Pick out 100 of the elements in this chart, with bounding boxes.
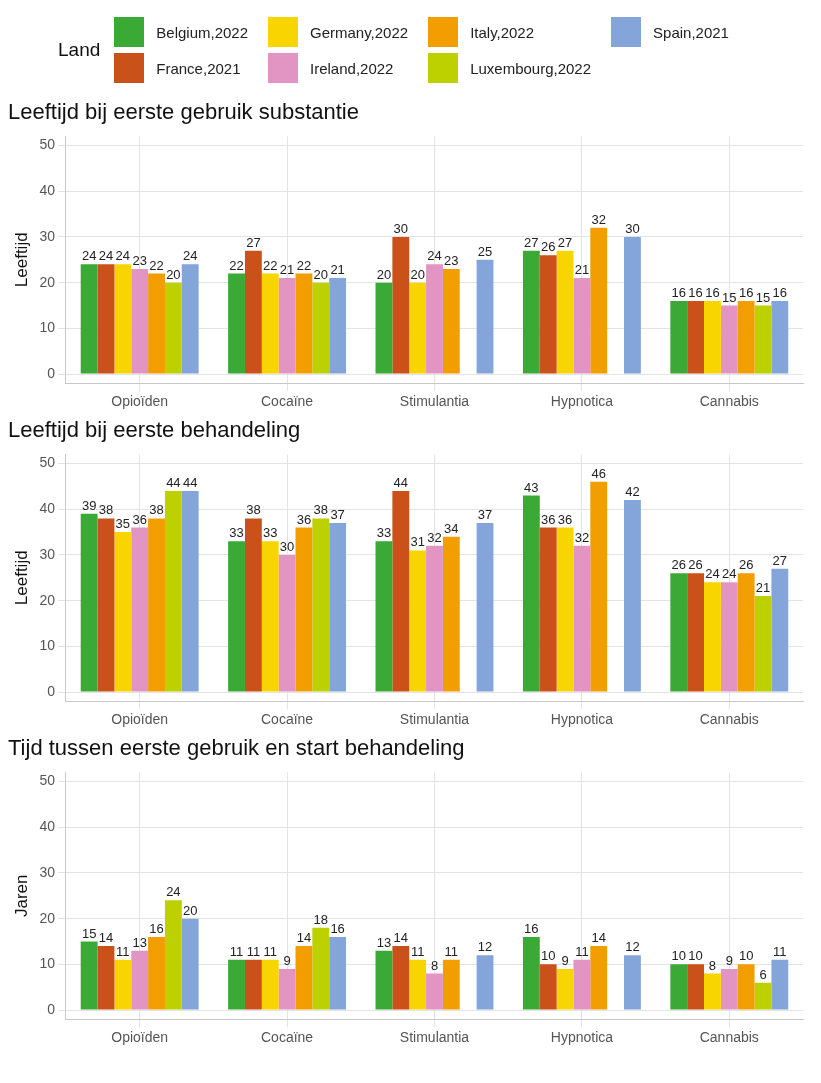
x-tick-label: Cannabis — [699, 711, 759, 728]
data-label: 27 — [772, 552, 788, 568]
data-label: 20 — [313, 266, 329, 282]
data-label: 22 — [296, 257, 312, 273]
data-label: 36 — [557, 511, 573, 527]
data-label: 44 — [166, 475, 181, 491]
bar — [228, 541, 245, 692]
bar — [228, 959, 245, 1010]
data-label: 32 — [427, 529, 442, 545]
y-tick-label: 30 — [39, 545, 56, 562]
data-label: 31 — [410, 534, 425, 550]
x-tick-label: Stimulantia — [399, 393, 470, 410]
y-tick-label: 10 — [39, 319, 56, 336]
legend-label: Ireland,2022 — [310, 59, 394, 77]
legend-label: Spain,2021 — [653, 23, 729, 41]
bar — [590, 481, 608, 692]
y-tick-label: 50 — [39, 136, 56, 153]
data-label: 24 — [166, 884, 181, 900]
data-label: 18 — [313, 911, 329, 927]
y-tick-label: 40 — [39, 818, 56, 835]
bar — [295, 273, 313, 374]
bar — [556, 968, 574, 1010]
bar — [624, 236, 641, 374]
bar — [522, 495, 540, 692]
data-label: 37 — [477, 507, 493, 523]
data-label: 26 — [738, 557, 754, 573]
bar — [754, 305, 772, 374]
bar — [573, 278, 591, 374]
bar — [114, 264, 132, 374]
bar — [148, 936, 165, 1010]
bar — [737, 300, 755, 374]
y-tick-label: 50 — [39, 454, 56, 471]
data-label: 24 — [98, 248, 114, 264]
y-tick-label: 0 — [47, 364, 56, 381]
y-tick-label: 0 — [47, 1000, 56, 1017]
data-label: 24 — [722, 566, 737, 582]
data-label: 36 — [296, 511, 312, 527]
data-label: 33 — [263, 525, 278, 541]
legend-label: France,2021 — [156, 59, 241, 77]
data-label: 11 — [246, 943, 261, 959]
bar — [539, 964, 557, 1010]
bar — [148, 518, 165, 692]
data-label: 10 — [540, 948, 556, 964]
bar — [228, 273, 245, 374]
data-label: 11 — [410, 943, 425, 959]
bar — [771, 959, 789, 1010]
bar — [522, 936, 540, 1010]
data-label: 11 — [773, 943, 787, 959]
y-tick-label: 0 — [47, 682, 56, 699]
data-label: 10 — [688, 948, 703, 964]
bar — [771, 300, 789, 374]
data-label: 46 — [591, 465, 606, 481]
data-label: 33 — [229, 525, 244, 541]
data-label: 21 — [330, 262, 345, 278]
bar — [114, 959, 132, 1010]
y-tick-label: 20 — [39, 909, 56, 926]
bar — [295, 946, 313, 1010]
bar — [442, 268, 460, 374]
bar — [737, 964, 755, 1010]
bar — [80, 264, 98, 374]
bar — [539, 255, 557, 374]
data-label: 11 — [444, 943, 459, 959]
bar — [131, 950, 149, 1010]
x-tick-label: Hypnotica — [550, 393, 614, 410]
bar — [426, 973, 443, 1010]
bar — [244, 250, 262, 374]
data-label: 20 — [376, 266, 392, 282]
data-label: 20 — [182, 902, 198, 918]
bar — [409, 959, 427, 1010]
bar — [278, 278, 296, 374]
bar — [476, 259, 494, 374]
bar — [80, 513, 98, 692]
chart-title: Tijd tussen eerste gebruik en start behandeling — [8, 735, 465, 761]
data-label: 44 — [182, 475, 198, 491]
bar — [426, 545, 443, 692]
bar — [261, 273, 279, 374]
bar — [556, 527, 574, 692]
data-label: 16 — [705, 285, 720, 301]
data-label: 16 — [330, 921, 345, 937]
bar — [590, 946, 608, 1010]
bar — [181, 490, 199, 692]
data-label: 44 — [393, 475, 409, 491]
data-label: 15 — [81, 925, 97, 941]
bar — [278, 554, 296, 692]
data-label: 9 — [561, 953, 569, 968]
y-tick-label: 10 — [39, 637, 56, 654]
data-label: 16 — [524, 921, 539, 937]
y-tick-label: 20 — [39, 273, 56, 290]
data-label: 14 — [591, 930, 606, 946]
chart-title: Leeftijd bij eerste gebruik substantie — [8, 99, 359, 125]
bar — [539, 527, 557, 692]
data-label: 12 — [477, 939, 493, 955]
x-tick-label: Hypnotica — [550, 711, 614, 728]
y-tick-label: 50 — [39, 772, 56, 789]
data-label: 14 — [98, 930, 114, 946]
data-label: 24 — [81, 248, 97, 264]
y-tick-label: 40 — [39, 500, 56, 517]
data-label: 11 — [116, 943, 130, 959]
bar — [244, 518, 262, 692]
data-label: 11 — [263, 943, 277, 959]
